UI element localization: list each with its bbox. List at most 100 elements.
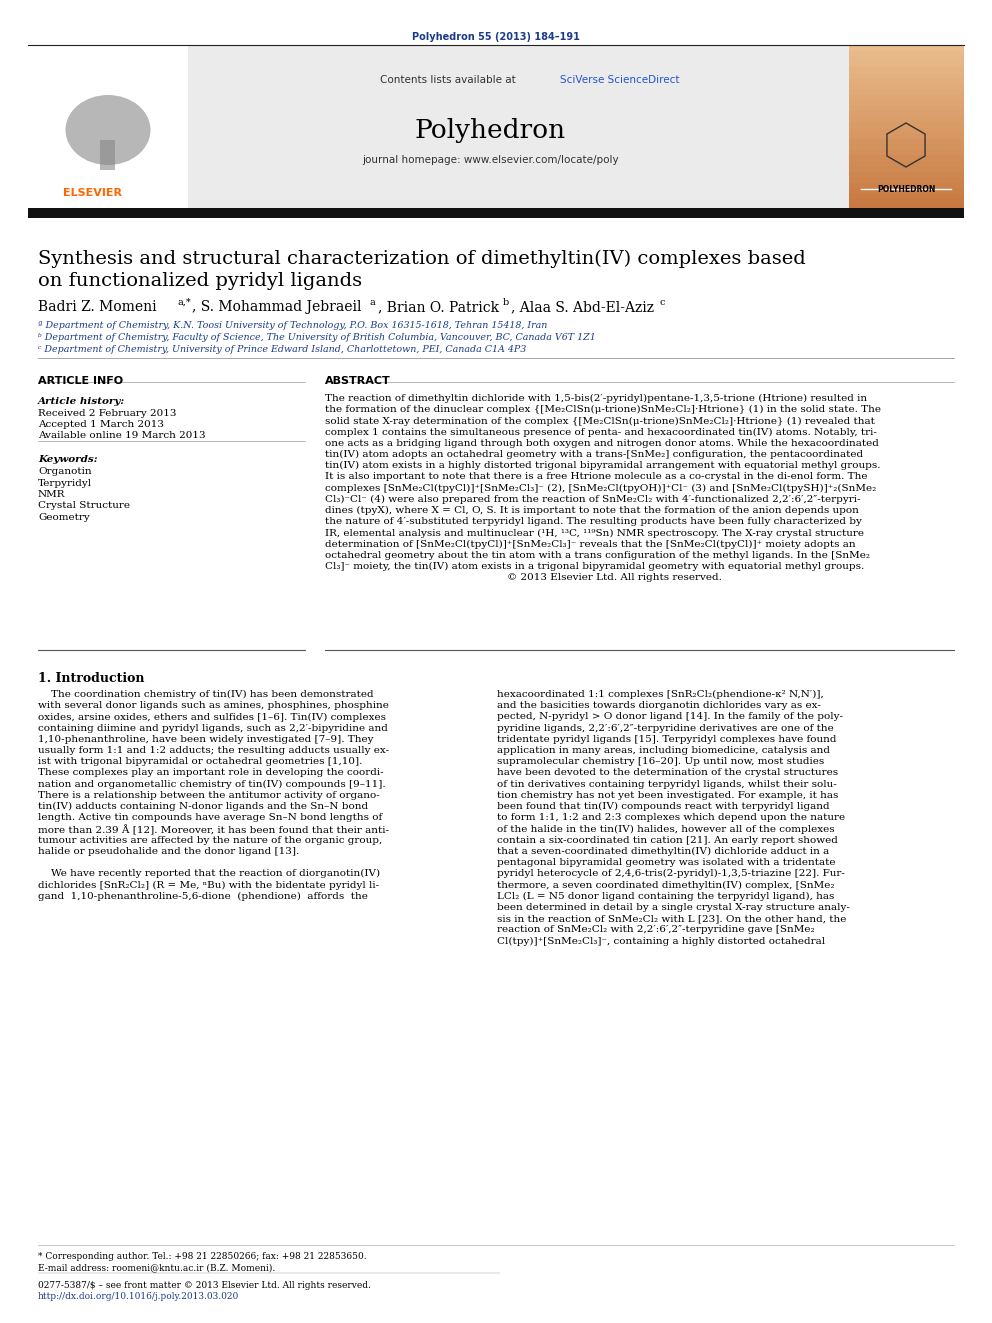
Text: IR, elemental analysis and multinuclear (¹H, ¹³C, ¹¹⁹Sn) NMR spectroscopy. The X: IR, elemental analysis and multinuclear … bbox=[325, 528, 864, 537]
Text: thermore, a seven coordinated dimethyltin(IV) complex, [SnMe₂: thermore, a seven coordinated dimethylti… bbox=[497, 880, 834, 889]
Text: usually form 1:1 and 1:2 adducts; the resulting adducts usually ex-: usually form 1:1 and 1:2 adducts; the re… bbox=[38, 746, 389, 755]
Text: tin(IV) atom adopts an octahedral geometry with a trans-[SnMe₂] configuration, t: tin(IV) atom adopts an octahedral geomet… bbox=[325, 450, 863, 459]
Text: containing diimine and pyridyl ligands, such as 2,2′-bipyridine and: containing diimine and pyridyl ligands, … bbox=[38, 724, 388, 733]
Text: the formation of the dinuclear complex {[Me₂ClSn(μ-trione)SnMe₂Cl₂]·Htrione} (1): the formation of the dinuclear complex {… bbox=[325, 405, 881, 414]
Text: Cl₃)⁻Cl⁻ (4) were also prepared from the reaction of SnMe₂Cl₂ with 4′-functional: Cl₃)⁻Cl⁻ (4) were also prepared from the… bbox=[325, 495, 860, 504]
Bar bbox=[849, 144, 964, 149]
Text: a: a bbox=[370, 298, 376, 307]
Text: ª Department of Chemistry, K.N. Toosi University of Technology, P.O. Box 16315-1: ª Department of Chemistry, K.N. Toosi Un… bbox=[38, 321, 548, 329]
Text: The coordination chemistry of tin(IV) has been demonstrated: The coordination chemistry of tin(IV) ha… bbox=[38, 691, 374, 699]
Bar bbox=[849, 188, 964, 193]
Text: Polyhedron 55 (2013) 184–191: Polyhedron 55 (2013) 184–191 bbox=[412, 32, 580, 42]
Text: determination of [SnMe₂Cl(tpyCl)]⁺[SnMe₂Cl₃]⁻ reveals that the [SnMe₂Cl(tpyCl)]⁺: determination of [SnMe₂Cl(tpyCl)]⁺[SnMe₂… bbox=[325, 540, 856, 549]
Bar bbox=[849, 139, 964, 144]
Bar bbox=[28, 45, 964, 210]
Bar bbox=[849, 83, 964, 89]
Text: 1. Introduction: 1. Introduction bbox=[38, 672, 145, 685]
Text: Accepted 1 March 2013: Accepted 1 March 2013 bbox=[38, 419, 164, 429]
Text: reaction of SnMe₂Cl₂ with 2,2′:6′,2″-terpyridine gave [SnMe₂: reaction of SnMe₂Cl₂ with 2,2′:6′,2″-ter… bbox=[497, 925, 814, 934]
Text: NMR: NMR bbox=[38, 490, 65, 499]
Text: Contents lists available at: Contents lists available at bbox=[380, 75, 519, 85]
Text: of tin derivatives containing terpyridyl ligands, whilst their solu-: of tin derivatives containing terpyridyl… bbox=[497, 779, 836, 789]
Text: Synthesis and structural characterization of dimethyltin(IV) complexes based: Synthesis and structural characterizatio… bbox=[38, 250, 806, 269]
Text: Received 2 February 2013: Received 2 February 2013 bbox=[38, 409, 177, 418]
Text: more than 2.39 Å [12]. Moreover, it has been found that their anti-: more than 2.39 Å [12]. Moreover, it has … bbox=[38, 824, 389, 835]
Bar bbox=[849, 50, 964, 56]
Bar bbox=[849, 56, 964, 61]
Bar bbox=[28, 208, 964, 218]
Text: Polyhedron: Polyhedron bbox=[415, 118, 565, 143]
Text: 0277-5387/$ – see front matter © 2013 Elsevier Ltd. All rights reserved.: 0277-5387/$ – see front matter © 2013 El… bbox=[38, 1281, 371, 1290]
Bar bbox=[849, 165, 964, 172]
Bar bbox=[849, 73, 964, 78]
Bar bbox=[849, 127, 964, 134]
Text: © 2013 Elsevier Ltd. All rights reserved.: © 2013 Elsevier Ltd. All rights reserved… bbox=[325, 573, 722, 582]
Text: to form 1:1, 1:2 and 2:3 complexes which depend upon the nature: to form 1:1, 1:2 and 2:3 complexes which… bbox=[497, 814, 845, 822]
Text: Cl(tpy)]⁺[SnMe₂Cl₃]⁻, containing a highly distorted octahedral: Cl(tpy)]⁺[SnMe₂Cl₃]⁻, containing a highl… bbox=[497, 937, 825, 946]
Text: Badri Z. Momeni: Badri Z. Momeni bbox=[38, 300, 157, 314]
Text: halide or pseudohalide and the donor ligand [13].: halide or pseudohalide and the donor lig… bbox=[38, 847, 300, 856]
Text: * Corresponding author. Tel.: +98 21 22850266; fax: +98 21 22853650.: * Corresponding author. Tel.: +98 21 228… bbox=[38, 1252, 367, 1261]
Text: nation and organometallic chemistry of tin(IV) compounds [9–11].: nation and organometallic chemistry of t… bbox=[38, 779, 386, 789]
Text: Cl₃]⁻ moiety, the tin(IV) atom exists in a trigonal bipyramidal geometry with eq: Cl₃]⁻ moiety, the tin(IV) atom exists in… bbox=[325, 562, 864, 572]
Text: on functionalized pyridyl ligands: on functionalized pyridyl ligands bbox=[38, 273, 362, 290]
Text: hexacoordinated 1:1 complexes [SnR₂Cl₂(phendione-κ² N,N′)],: hexacoordinated 1:1 complexes [SnR₂Cl₂(p… bbox=[497, 691, 823, 699]
Bar bbox=[100, 140, 115, 169]
Bar bbox=[849, 183, 964, 188]
Ellipse shape bbox=[65, 95, 151, 165]
Text: ABSTRACT: ABSTRACT bbox=[325, 376, 391, 386]
Text: ARTICLE INFO: ARTICLE INFO bbox=[38, 376, 123, 386]
Bar bbox=[849, 149, 964, 155]
Text: length. Active tin compounds have average Sn–N bond lengths of: length. Active tin compounds have averag… bbox=[38, 814, 382, 822]
Text: pyridine ligands, 2,2′:6′,2″-terpyridine derivatives are one of the: pyridine ligands, 2,2′:6′,2″-terpyridine… bbox=[497, 724, 833, 733]
Text: Organotin: Organotin bbox=[38, 467, 91, 476]
Text: POLYHEDRON: POLYHEDRON bbox=[877, 185, 935, 194]
Text: complex 1 contains the simultaneous presence of penta- and hexacoordinated tin(I: complex 1 contains the simultaneous pres… bbox=[325, 427, 877, 437]
Text: oxides, arsine oxides, ethers and sulfides [1–6]. Tin(IV) complexes: oxides, arsine oxides, ethers and sulfid… bbox=[38, 712, 386, 721]
Bar bbox=[28, 45, 188, 210]
Text: The reaction of dimethyltin dichloride with 1,5-bis(2′-pyridyl)pentane-1,3,5-tri: The reaction of dimethyltin dichloride w… bbox=[325, 394, 867, 404]
Text: tin(IV) atom exists in a highly distorted trigonal bipyramidal arrangement with : tin(IV) atom exists in a highly distorte… bbox=[325, 462, 881, 470]
Text: gand  1,10-phenanthroline-5,6-dione  (phendione)  affords  the: gand 1,10-phenanthroline-5,6-dione (phen… bbox=[38, 892, 368, 901]
Text: Terpyridyl: Terpyridyl bbox=[38, 479, 92, 487]
Text: been found that tin(IV) compounds react with terpyridyl ligand: been found that tin(IV) compounds react … bbox=[497, 802, 829, 811]
Text: solid state X-ray determination of the complex {[Me₂ClSn(μ-trione)SnMe₂Cl₂]·Htri: solid state X-ray determination of the c… bbox=[325, 417, 875, 426]
Text: supramolecular chemistry [16–20]. Up until now, most studies: supramolecular chemistry [16–20]. Up unt… bbox=[497, 757, 824, 766]
Text: journal homepage: www.elsevier.com/locate/poly: journal homepage: www.elsevier.com/locat… bbox=[362, 155, 618, 165]
Text: , Brian O. Patrick: , Brian O. Patrick bbox=[378, 300, 499, 314]
Text: tin(IV) adducts containing N-donor ligands and the Sn–N bond: tin(IV) adducts containing N-donor ligan… bbox=[38, 802, 368, 811]
Text: dichlorides [SnR₂Cl₂] (R = Me, ⁿBu) with the bidentate pyridyl li-: dichlorides [SnR₂Cl₂] (R = Me, ⁿBu) with… bbox=[38, 880, 379, 889]
Text: Crystal Structure: Crystal Structure bbox=[38, 501, 130, 511]
Bar bbox=[849, 101, 964, 106]
Text: contain a six-coordinated tin cation [21]. An early report showed: contain a six-coordinated tin cation [21… bbox=[497, 836, 838, 844]
Text: c: c bbox=[660, 298, 666, 307]
Bar bbox=[849, 134, 964, 139]
Bar bbox=[849, 116, 964, 122]
Text: http://dx.doi.org/10.1016/j.poly.2013.03.020: http://dx.doi.org/10.1016/j.poly.2013.03… bbox=[38, 1293, 239, 1301]
Bar bbox=[849, 106, 964, 111]
Text: , S. Mohammad Jebraeil: , S. Mohammad Jebraeil bbox=[192, 300, 361, 314]
Text: of the halide in the tin(IV) halides, however all of the complexes: of the halide in the tin(IV) halides, ho… bbox=[497, 824, 834, 833]
Text: b: b bbox=[503, 298, 509, 307]
Text: E-mail address: roomeni@kntu.ac.ir (B.Z. Momeni).: E-mail address: roomeni@kntu.ac.ir (B.Z.… bbox=[38, 1263, 275, 1271]
Text: ELSEVIER: ELSEVIER bbox=[63, 188, 122, 198]
Bar bbox=[849, 205, 964, 210]
Text: These complexes play an important role in developing the coordi-: These complexes play an important role i… bbox=[38, 769, 384, 778]
Text: that a seven-coordinated dimethyltin(IV) dichloride adduct in a: that a seven-coordinated dimethyltin(IV)… bbox=[497, 847, 829, 856]
Text: LCl₂ (L = N5 donor ligand containing the terpyridyl ligand), has: LCl₂ (L = N5 donor ligand containing the… bbox=[497, 892, 834, 901]
Text: Available online 19 March 2013: Available online 19 March 2013 bbox=[38, 431, 205, 441]
Bar bbox=[849, 61, 964, 67]
Text: Keywords:: Keywords: bbox=[38, 455, 97, 464]
Text: tumour activities are affected by the nature of the organic group,: tumour activities are affected by the na… bbox=[38, 836, 382, 844]
Text: We have recently reported that the reaction of diorganotin(IV): We have recently reported that the react… bbox=[38, 869, 380, 878]
Bar bbox=[849, 89, 964, 94]
Text: Article history:: Article history: bbox=[38, 397, 125, 406]
Text: and the basicities towards diorganotin dichlorides vary as ex-: and the basicities towards diorganotin d… bbox=[497, 701, 820, 710]
Text: a,*: a,* bbox=[178, 298, 191, 307]
Bar bbox=[849, 177, 964, 183]
Text: pected, N-pyridyl > O donor ligand [14]. In the family of the poly-: pected, N-pyridyl > O donor ligand [14].… bbox=[497, 712, 843, 721]
Bar bbox=[849, 94, 964, 101]
Text: pentagonal bipyramidal geometry was isolated with a tridentate: pentagonal bipyramidal geometry was isol… bbox=[497, 859, 835, 867]
Text: tridentate pyridyl ligands [15]. Terpyridyl complexes have found: tridentate pyridyl ligands [15]. Terpyri… bbox=[497, 734, 836, 744]
Text: been determined in detail by a single crystal X-ray structure analy-: been determined in detail by a single cr… bbox=[497, 902, 850, 912]
